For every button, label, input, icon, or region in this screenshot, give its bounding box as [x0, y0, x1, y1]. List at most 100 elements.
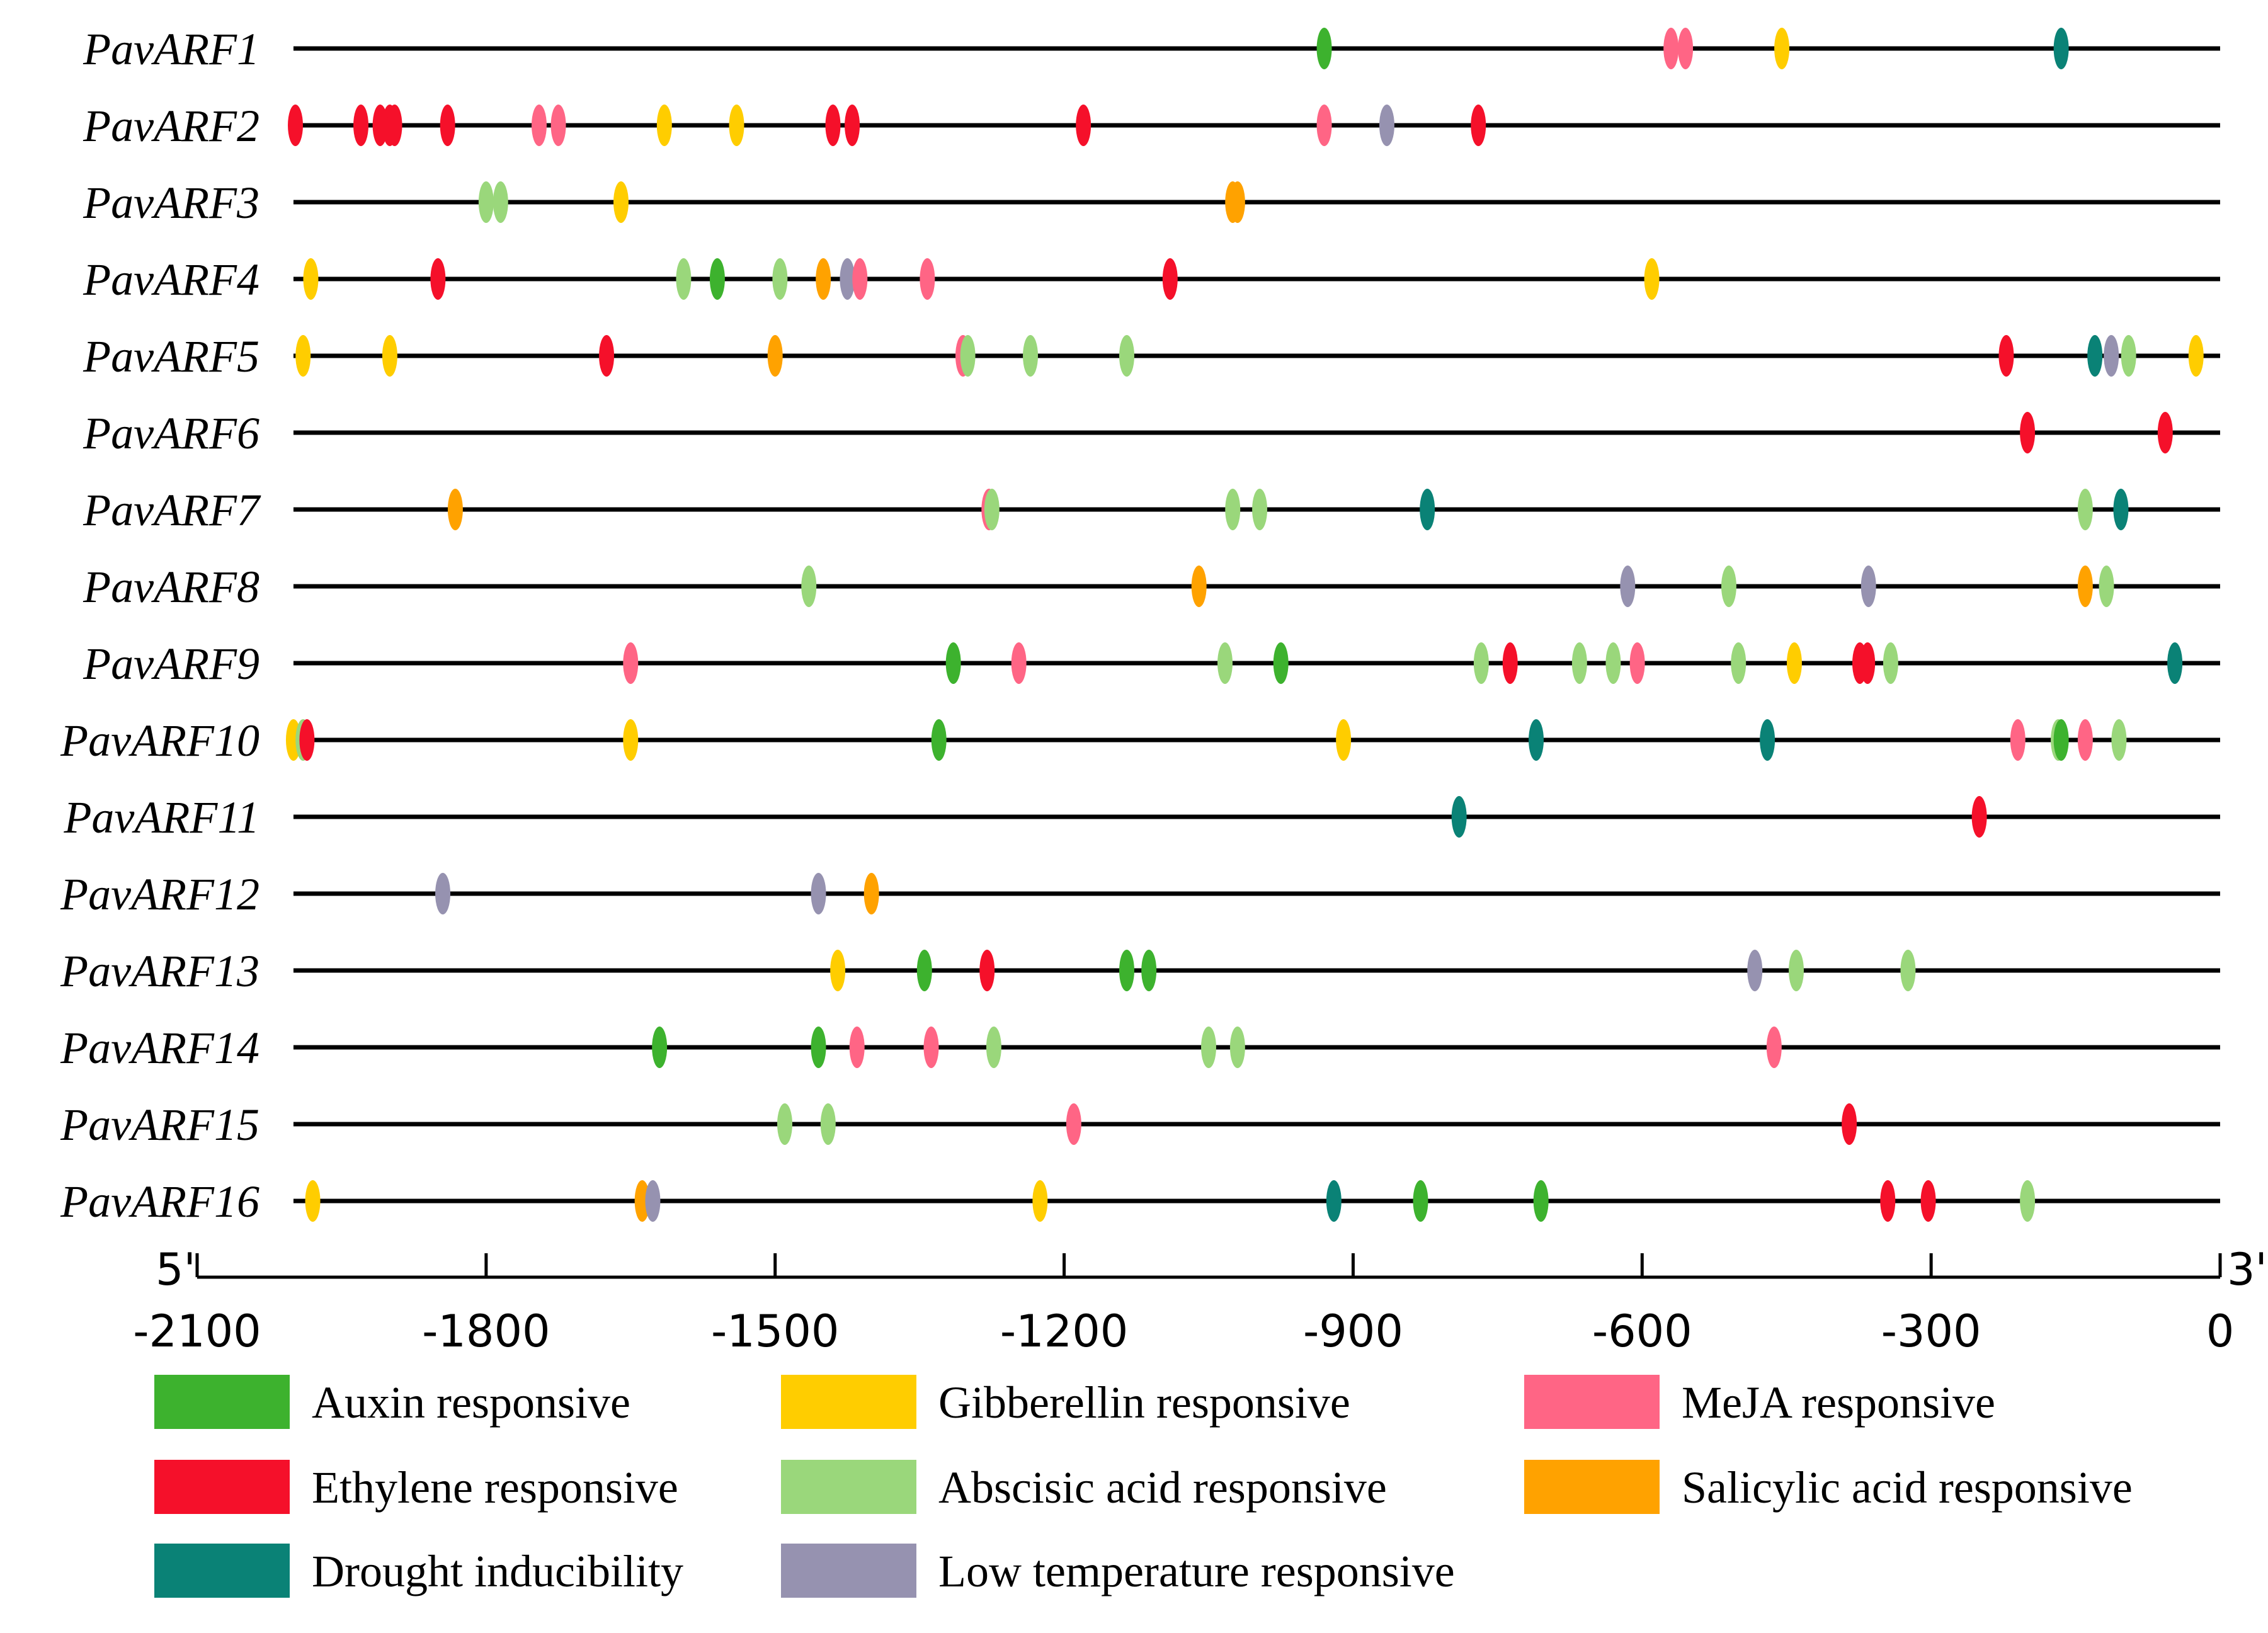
cis-element-meja [1766, 1027, 1782, 1068]
cis-element-meja [550, 105, 566, 146]
cis-element-eth [2020, 412, 2036, 453]
cis-element-sal [816, 258, 831, 300]
cis-element-eth [979, 950, 995, 991]
cis-element-low [1861, 566, 1876, 607]
cis-element-aux [1413, 1180, 1428, 1222]
cis-element-gib [613, 181, 629, 223]
cis-element-dro [2087, 335, 2103, 377]
legend-item-gib: Gibberellin responsive [781, 1375, 1350, 1429]
cis-element-dro [1326, 1180, 1342, 1222]
cis-element-eth [1162, 258, 1178, 300]
cis-element-eth [1971, 796, 1987, 838]
cis-element-gib [656, 105, 672, 146]
cis-element-eth [299, 719, 315, 761]
cis-element-aba [820, 1103, 836, 1145]
cis-element-meja [1678, 28, 1694, 69]
x-tick-label: -2100 [133, 1306, 261, 1357]
gene-row-pavarf2: PavARF2 [83, 101, 2220, 151]
cis-element-eth [1880, 1180, 1896, 1222]
gene-label: PavARF1 [83, 24, 259, 74]
gene-label: PavARF12 [60, 869, 259, 919]
cis-element-aba [1201, 1027, 1216, 1068]
cis-element-aux [1141, 950, 1157, 991]
legend-swatch [154, 1544, 290, 1598]
five-prime-label: 5' [156, 1244, 196, 1295]
cis-element-aba [2099, 566, 2114, 607]
cis-element-aba [1229, 1027, 1245, 1068]
cis-element-eth [1998, 335, 2014, 377]
gene-row-pavarf11: PavARF11 [63, 792, 2220, 843]
gene-row-pavarf16: PavARF16 [60, 1176, 2220, 1227]
cis-element-sal [447, 489, 463, 530]
cis-element-aba [1605, 642, 1621, 684]
cis-element-meja [1663, 28, 1679, 69]
gene-label: PavARF3 [83, 178, 259, 228]
cis-element-meja [1629, 642, 1645, 684]
gene-row-pavarf4: PavARF4 [83, 254, 2220, 305]
cis-element-aba [1225, 489, 1241, 530]
cis-element-aux [709, 258, 725, 300]
cis-element-dro [2053, 28, 2069, 69]
cis-element-meja [1066, 1103, 1081, 1145]
cis-element-aux [811, 1027, 826, 1068]
cis-element-aba [1731, 642, 1747, 684]
cis-element-eth [1471, 105, 1486, 146]
legend-item-aba: Abscisic acid responsive [781, 1460, 1387, 1514]
cis-element-gib [303, 258, 319, 300]
cis-element-meja [923, 1027, 939, 1068]
x-tick-label: -600 [1592, 1306, 1692, 1357]
cis-element-dro [1529, 719, 1544, 761]
cis-element-aba [2020, 1180, 2036, 1222]
cis-element-low [2104, 335, 2119, 377]
cis-element-meja [623, 642, 639, 684]
legend-item-low: Low temperature responsive [781, 1544, 1455, 1598]
cis-element-low [811, 873, 826, 914]
cis-element-aba [960, 335, 976, 377]
cis-element-aba [1883, 642, 1898, 684]
cis-element-meja [531, 105, 547, 146]
cis-element-meja [920, 258, 935, 300]
cis-element-gib [729, 105, 744, 146]
legend-label: Gibberellin responsive [938, 1377, 1350, 1428]
cis-element-eth [288, 105, 304, 146]
gene-row-pavarf6: PavARF6 [83, 408, 2220, 458]
cis-element-low [645, 1180, 661, 1222]
legend-label: Salicylic acid responsive [1682, 1462, 2133, 1513]
cis-element-aba [478, 181, 494, 223]
cis-element-gib [1786, 642, 1802, 684]
cis-element-aux [945, 642, 961, 684]
cis-element-eth [1502, 642, 1518, 684]
cis-element-aba [777, 1103, 793, 1145]
cis-element-aux [1273, 642, 1289, 684]
gene-label: PavARF8 [83, 562, 259, 612]
gene-row-pavarf7: PavARF7 [83, 485, 2220, 535]
cis-element-dro [1451, 796, 1467, 838]
cis-element-aux [916, 950, 932, 991]
cis-element-sal [767, 335, 783, 377]
cis-element-sal [863, 873, 879, 914]
legend-item-eth: Ethylene responsive [154, 1460, 678, 1514]
cis-element-eth [1920, 1180, 1936, 1222]
cis-element-meja [849, 1027, 865, 1068]
gene-label: PavARF5 [83, 331, 259, 382]
cis-element-aux [652, 1027, 668, 1068]
cis-element-low [840, 258, 855, 300]
legend: Auxin responsive Ethylene responsive Droug… [154, 1375, 2133, 1598]
legend-swatch [1524, 1375, 1660, 1429]
cis-element-sal [634, 1180, 650, 1222]
gene-label: PavARF10 [60, 715, 259, 766]
cis-element-dro [1420, 489, 1435, 530]
cis-element-gib [382, 335, 397, 377]
legend-swatch [781, 1460, 916, 1514]
cis-element-meja [1011, 642, 1027, 684]
cis-element-gib [2188, 335, 2204, 377]
cis-element-eth [1842, 1103, 1857, 1145]
cis-element-eth [825, 105, 841, 146]
cis-element-dro [2167, 642, 2183, 684]
gene-row-pavarf3: PavARF3 [83, 178, 2220, 228]
cis-element-dro [2113, 489, 2129, 530]
cis-element-aux [1316, 28, 1332, 69]
three-prime-label: 3' [2227, 1244, 2267, 1295]
cis-element-gib [305, 1180, 321, 1222]
legend-item-aux: Auxin responsive [154, 1375, 630, 1429]
